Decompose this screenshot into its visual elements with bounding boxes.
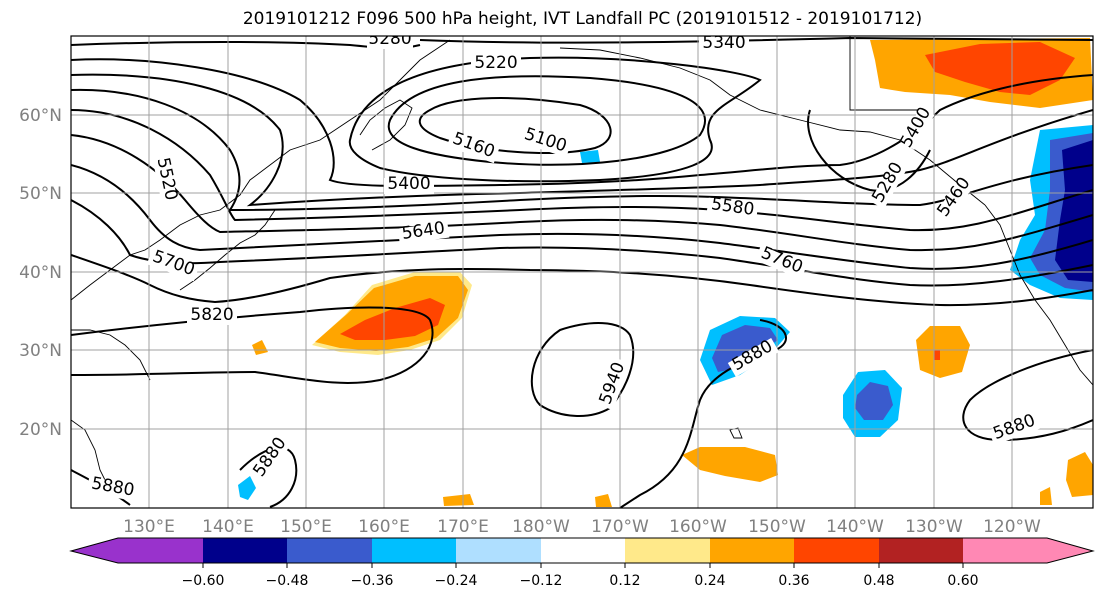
contour-label-5400-east: 5400 (896, 104, 935, 151)
colorbar-bin-3 (287, 538, 372, 563)
lon-label-140e: 140°E (202, 517, 254, 537)
colorbar-bin-1 (118, 538, 203, 563)
lon-label-150w: 150°W (748, 517, 806, 537)
shade-pos-sw2 (595, 494, 612, 507)
shade-neg-low (580, 150, 600, 163)
contour-label-5280-east: 5280 (868, 159, 907, 206)
colorbar-min-extend (71, 538, 118, 563)
colorbar-tick-5: −0.12 (520, 573, 563, 589)
colorbar-bin-8 (710, 538, 795, 563)
lat-label-20n: 20°N (19, 420, 62, 440)
map-title: 2019101212 F096 500 hPa height, IVT Land… (242, 9, 923, 29)
lon-label-160e: 160°E (358, 517, 410, 537)
contour-label-group: 5280 5340 5220 5100 5160 5520 5400 5580 … (86, 29, 1042, 502)
map-frame (70, 35, 1094, 509)
contour-label-5760: 5760 (758, 243, 806, 278)
coastlines (71, 36, 1093, 491)
contour-5520 (71, 88, 1093, 212)
shade-neg-wc-core (1055, 140, 1093, 282)
shade-pos-east (916, 326, 970, 378)
coast-taiwan-ph (71, 419, 111, 491)
lon-label-130w: 130°W (905, 517, 963, 537)
contour-label-5100: 5100 (522, 124, 569, 156)
shade-neg-sw (238, 476, 256, 500)
shade-pos-east-core (934, 350, 940, 360)
colorbar-bin-4 (372, 538, 457, 563)
contour-5880-e2 (962, 349, 1093, 442)
colorbar-max-extend (1047, 538, 1093, 563)
colorbar-tick-10: 0.60 (947, 573, 978, 589)
contour-label-5640: 5640 (400, 218, 446, 244)
colorbar-tick-2: −0.48 (266, 573, 309, 589)
colorbar-bin-7 (625, 538, 710, 563)
coast-china (71, 329, 151, 381)
contour-5880-east (619, 319, 787, 508)
lat-label-30n: 30°N (19, 341, 62, 361)
contour-label-5700: 5700 (150, 247, 197, 281)
shade-pos-se (1066, 452, 1093, 497)
contour-label-5280-top: 5280 (368, 29, 411, 49)
lon-label-130e: 130°E (123, 517, 175, 537)
colorbar-outline (69, 537, 1095, 564)
colorbar-bin-10 (879, 538, 964, 563)
lon-label-170e: 170°E (437, 517, 489, 537)
colorbar: −0.60 −0.48 −0.36 −0.24 −0.12 0.12 0.24 … (69, 537, 1095, 589)
contour-label-5220: 5220 (474, 53, 517, 73)
lat-label-60n: 60°N (19, 106, 62, 126)
height-contours (71, 36, 1093, 508)
shade-neg-mid-core (855, 382, 893, 420)
contour-5640 (71, 134, 1093, 252)
colorbar-tick-4: −0.24 (435, 573, 478, 589)
colorbar-tick-8: 0.36 (778, 573, 809, 589)
contour-5340 (419, 36, 1093, 44)
contour-label-5400: 5400 (387, 174, 430, 194)
colorbar-bin-6 (541, 538, 626, 563)
contour-label-5520: 5520 (153, 156, 182, 202)
lat-label-50n: 50°N (19, 184, 62, 204)
contour-label-5820: 5820 (190, 305, 233, 325)
colorbar-tick-9: 0.48 (863, 573, 894, 589)
lon-label-120w: 120°W (983, 517, 1041, 537)
graticule (71, 36, 1093, 508)
contour-label-5940: 5940 (596, 360, 630, 407)
colorbar-bin-5 (456, 538, 541, 563)
canada-border (849, 36, 920, 111)
contour-label-5340: 5340 (702, 33, 745, 53)
colorbar-tick-3: −0.36 (351, 573, 394, 589)
lon-label-140w: 140°W (826, 517, 884, 537)
lon-label-170w: 170°W (591, 517, 649, 537)
latitude-axis: 60°N 50°N 40°N 30°N 20°N (19, 106, 62, 440)
contour-5700 (71, 164, 1093, 270)
coast-kamchatka (359, 99, 413, 151)
colorbar-bin-9 (794, 538, 879, 563)
contour-5580 (71, 109, 1093, 232)
lat-label-40n: 40°N (19, 263, 62, 283)
contour-label-5880-w: 5880 (90, 473, 136, 500)
colorbar-tick-1: −0.60 (182, 573, 225, 589)
shade-neg-hi-core (712, 325, 778, 372)
lon-label-150e: 150°E (280, 517, 332, 537)
shade-pos-sw1 (443, 494, 474, 506)
contour-5820 (71, 254, 1093, 307)
lon-label-160w: 160°W (669, 517, 727, 537)
shade-pos-cp-small (252, 340, 268, 355)
contour-5100 (418, 97, 612, 154)
shade-pos-south (682, 447, 778, 482)
lon-label-180w: 180°W (512, 517, 570, 537)
colorbar-bin-2 (203, 538, 288, 563)
longitude-axis: 130°E 140°E 150°E 160°E 170°E 180°W 170°… (123, 517, 1041, 537)
colorbar-tick-7: 0.24 (694, 573, 725, 589)
colorbar-bin-11 (963, 538, 1048, 563)
contour-5760 (71, 199, 1093, 287)
contour-5160 (387, 75, 706, 166)
colorbar-tick-6: 0.12 (609, 573, 640, 589)
shade-pos-se2 (1040, 487, 1052, 505)
shade-pos-cp-core (340, 298, 445, 340)
